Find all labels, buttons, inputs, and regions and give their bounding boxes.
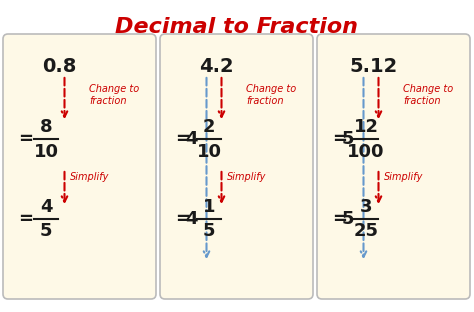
- Text: =: =: [332, 210, 347, 228]
- Text: 10: 10: [34, 143, 58, 161]
- Text: 1: 1: [203, 198, 215, 216]
- Text: 5: 5: [342, 210, 354, 228]
- Text: 4: 4: [40, 198, 52, 216]
- Text: 2: 2: [203, 118, 215, 136]
- Text: 3: 3: [360, 198, 372, 216]
- Text: 4: 4: [185, 130, 197, 148]
- Text: 5.12: 5.12: [349, 57, 398, 76]
- FancyBboxPatch shape: [317, 34, 470, 299]
- Text: 100: 100: [347, 143, 385, 161]
- Text: =: =: [332, 130, 347, 148]
- Text: 12: 12: [354, 118, 379, 136]
- Text: 8: 8: [40, 118, 52, 136]
- Text: =: =: [18, 210, 33, 228]
- Text: Decimal to Fraction: Decimal to Fraction: [116, 17, 358, 37]
- Text: 10: 10: [197, 143, 221, 161]
- Text: Simplify: Simplify: [227, 172, 266, 182]
- Text: Change to
fraction: Change to fraction: [246, 84, 297, 106]
- Text: 4.2: 4.2: [199, 57, 234, 76]
- Text: Simplify: Simplify: [70, 172, 109, 182]
- Text: =: =: [175, 130, 190, 148]
- Text: 4: 4: [185, 210, 197, 228]
- Text: =: =: [175, 210, 190, 228]
- Text: 5: 5: [342, 130, 354, 148]
- FancyBboxPatch shape: [3, 34, 156, 299]
- Text: 25: 25: [354, 222, 379, 240]
- Text: 5: 5: [203, 222, 215, 240]
- Text: Simplify: Simplify: [383, 172, 423, 182]
- Text: 5: 5: [40, 222, 52, 240]
- Text: =: =: [18, 130, 33, 148]
- FancyBboxPatch shape: [160, 34, 313, 299]
- Text: Change to
fraction: Change to fraction: [403, 84, 454, 106]
- Text: Change to
fraction: Change to fraction: [90, 84, 140, 106]
- Text: 0.8: 0.8: [42, 57, 77, 76]
